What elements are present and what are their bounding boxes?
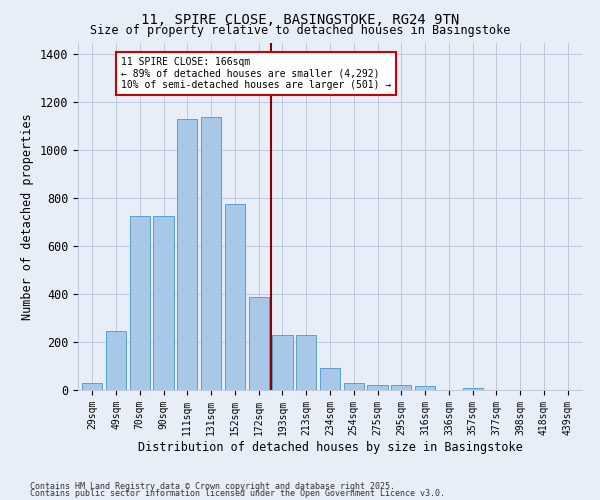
Y-axis label: Number of detached properties: Number of detached properties <box>21 113 34 320</box>
Bar <box>320 368 340 390</box>
Bar <box>154 216 173 390</box>
Text: Contains HM Land Registry data © Crown copyright and database right 2025.: Contains HM Land Registry data © Crown c… <box>30 482 395 491</box>
Bar <box>296 335 316 390</box>
Bar <box>415 386 435 390</box>
Bar <box>248 296 269 390</box>
Bar <box>367 384 388 390</box>
Bar <box>82 383 103 390</box>
Text: 11 SPIRE CLOSE: 166sqm
← 89% of detached houses are smaller (4,292)
10% of semi-: 11 SPIRE CLOSE: 166sqm ← 89% of detached… <box>121 57 391 90</box>
Text: 11, SPIRE CLOSE, BASINGSTOKE, RG24 9TN: 11, SPIRE CLOSE, BASINGSTOKE, RG24 9TN <box>141 12 459 26</box>
Bar <box>272 335 293 390</box>
Text: Size of property relative to detached houses in Basingstoke: Size of property relative to detached ho… <box>90 24 510 37</box>
Text: Contains public sector information licensed under the Open Government Licence v3: Contains public sector information licen… <box>30 490 445 498</box>
Bar <box>177 119 197 390</box>
Bar <box>463 388 483 390</box>
Bar <box>391 384 412 390</box>
X-axis label: Distribution of detached houses by size in Basingstoke: Distribution of detached houses by size … <box>137 440 523 454</box>
Bar <box>225 204 245 390</box>
Bar <box>344 383 364 390</box>
Bar <box>130 216 150 390</box>
Bar <box>201 117 221 390</box>
Bar <box>106 330 126 390</box>
